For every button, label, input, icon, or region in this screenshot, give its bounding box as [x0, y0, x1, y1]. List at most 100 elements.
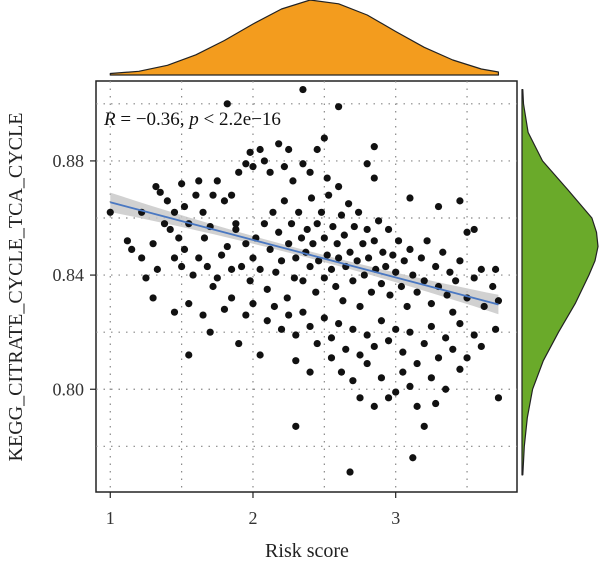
data-point	[377, 374, 386, 382]
data-point	[306, 368, 314, 376]
data-point	[442, 334, 450, 342]
data-point	[327, 265, 336, 273]
data-point	[292, 422, 300, 430]
data-point	[332, 282, 340, 291]
x-axis-ticks: 1 2 3	[106, 492, 400, 528]
data-point	[413, 402, 421, 410]
data-point	[317, 208, 326, 216]
data-point	[456, 197, 464, 205]
data-point	[409, 271, 417, 279]
data-point	[123, 237, 131, 245]
data-point	[403, 302, 411, 311]
data-point	[285, 145, 293, 154]
r-value: = −0.36,	[116, 109, 190, 130]
data-point	[392, 268, 400, 276]
data-point	[443, 291, 451, 299]
data-point	[345, 200, 353, 208]
data-point	[333, 240, 341, 248]
y-axis-ticks: 0.80 0.84 0.88	[53, 151, 96, 399]
data-point	[409, 454, 417, 462]
data-point	[339, 297, 347, 305]
data-point	[246, 148, 254, 156]
data-point	[227, 265, 236, 273]
data-point	[406, 194, 414, 202]
data-point	[377, 280, 386, 288]
data-point	[470, 331, 478, 339]
data-point	[256, 265, 264, 273]
x-tick-label: 3	[391, 508, 400, 528]
regression-line	[110, 201, 499, 306]
data-point	[463, 354, 471, 362]
data-point	[285, 311, 293, 319]
data-point	[149, 240, 157, 248]
data-point	[260, 157, 268, 165]
data-point	[363, 225, 371, 234]
data-point	[200, 234, 209, 242]
data-point	[397, 282, 406, 291]
data-point	[149, 294, 157, 302]
data-point	[272, 268, 280, 276]
data-point	[227, 191, 236, 199]
data-points	[106, 85, 503, 476]
data-point	[327, 334, 336, 342]
data-point	[227, 294, 236, 302]
data-point	[356, 302, 364, 311]
data-point	[477, 342, 485, 351]
y-tick-label: 0.84	[53, 265, 85, 285]
data-point	[232, 225, 240, 234]
fit-line	[110, 201, 499, 306]
data-point	[456, 257, 464, 265]
data-point	[307, 194, 316, 202]
data-point	[220, 305, 229, 313]
data-point	[399, 368, 407, 376]
data-point	[449, 308, 457, 316]
data-point	[290, 274, 298, 282]
data-point	[427, 300, 435, 308]
data-point	[392, 325, 400, 333]
data-point	[163, 197, 171, 205]
data-point	[446, 268, 454, 276]
data-point	[360, 271, 368, 279]
data-point	[237, 262, 246, 271]
data-point	[367, 288, 376, 296]
data-point	[280, 163, 288, 171]
data-point	[189, 271, 197, 279]
grid-lines	[96, 81, 517, 492]
data-point	[303, 225, 311, 234]
data-point	[180, 202, 189, 211]
data-point	[420, 277, 428, 285]
data-point	[285, 240, 293, 248]
data-point	[299, 308, 307, 316]
data-point	[306, 168, 314, 176]
top-density-plot	[109, 0, 500, 76]
data-point	[342, 345, 350, 353]
data-point	[315, 257, 323, 265]
data-point	[166, 225, 174, 234]
data-point	[320, 134, 328, 142]
data-point	[477, 265, 485, 273]
data-point	[209, 282, 217, 291]
data-point	[203, 262, 211, 271]
data-point	[340, 231, 348, 239]
data-point	[335, 103, 343, 111]
data-point	[223, 242, 231, 251]
data-point	[335, 183, 343, 191]
data-point	[156, 188, 164, 196]
data-point	[277, 257, 286, 265]
data-point	[292, 331, 300, 339]
data-point	[489, 282, 497, 291]
data-point	[178, 180, 186, 188]
data-point	[287, 220, 296, 228]
data-point	[206, 328, 214, 336]
data-point	[394, 237, 403, 245]
data-point	[199, 311, 207, 319]
data-point	[275, 228, 283, 236]
data-point	[299, 85, 307, 94]
data-point	[277, 325, 286, 333]
data-point	[335, 320, 343, 328]
data-point	[432, 262, 440, 271]
data-point	[323, 251, 331, 259]
data-point	[270, 302, 278, 311]
data-point	[359, 240, 367, 248]
y-tick-label: 0.80	[53, 379, 85, 399]
